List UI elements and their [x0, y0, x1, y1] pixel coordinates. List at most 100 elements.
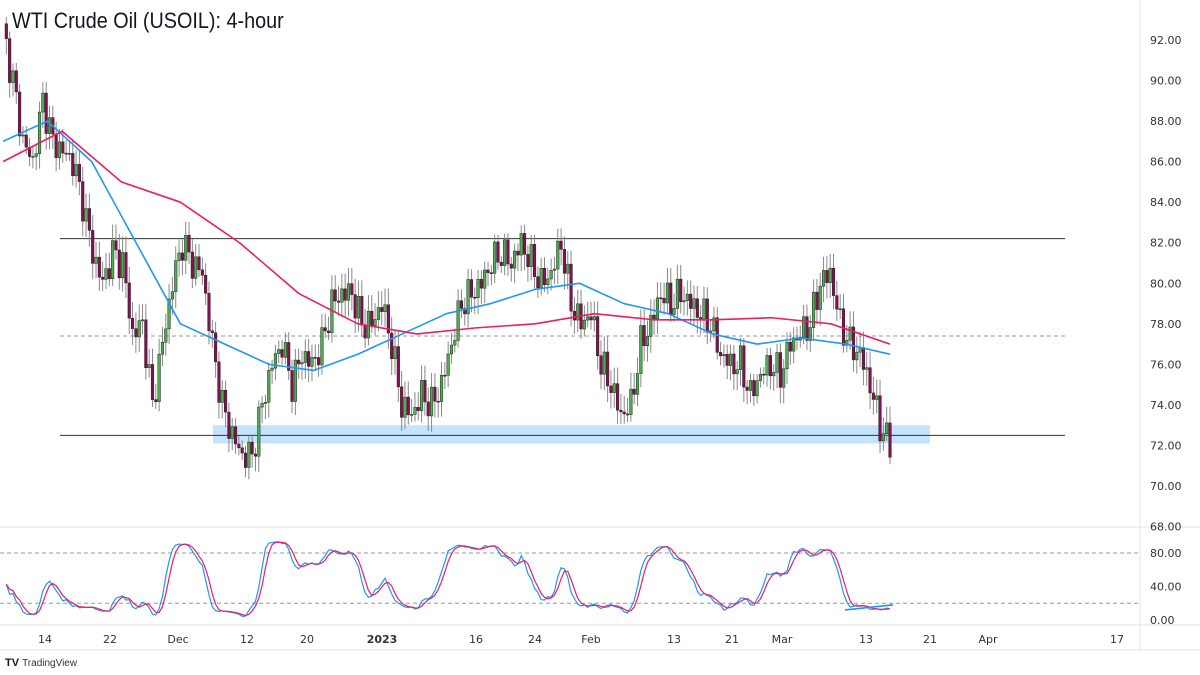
price-tick-label: 90.00 [1150, 75, 1182, 88]
candle-down [559, 240, 563, 250]
candle-down [400, 386, 404, 418]
candle-down [695, 298, 699, 318]
candle-up [645, 336, 650, 346]
candle-down [107, 268, 111, 279]
candle-up [855, 351, 859, 361]
candle-up [383, 304, 387, 312]
candle-down [54, 133, 58, 158]
candle-down [343, 288, 347, 301]
candle-down [805, 316, 809, 341]
candle-up [267, 370, 271, 403]
candle-up [283, 342, 287, 358]
candle-up [639, 325, 643, 374]
candle-up [340, 288, 344, 303]
candle-up [84, 208, 88, 222]
candle-down [24, 134, 28, 148]
candle-down [416, 407, 420, 411]
candle-down [333, 289, 337, 302]
candle-up [446, 353, 450, 376]
candle-down [496, 241, 500, 263]
candle-up [230, 426, 234, 439]
candle-up [845, 339, 849, 346]
candle-down [835, 295, 839, 310]
candle-up [47, 117, 52, 134]
candle-down [479, 278, 483, 289]
candle-down [14, 70, 18, 93]
candle-down [745, 386, 749, 391]
candle-up [838, 308, 842, 310]
candle-up [672, 308, 676, 315]
candle-up [865, 367, 869, 370]
divergence-line [844, 604, 894, 611]
price-tick-label: 80.00 [1150, 277, 1182, 290]
candle-down [473, 296, 477, 299]
candle-up [566, 263, 570, 274]
time-tick-label: 17 [1110, 633, 1124, 646]
candle-up [755, 380, 759, 397]
candle-down [210, 330, 214, 333]
candle-up [685, 293, 689, 301]
candle-down [506, 239, 510, 265]
candle-down [144, 319, 148, 368]
price-tick-label: 88.00 [1150, 115, 1182, 128]
candle-down [523, 233, 527, 255]
candle-down [127, 282, 131, 319]
time-tick-label: Feb [581, 633, 600, 646]
candle-up [320, 327, 324, 366]
support-zone [213, 425, 930, 444]
candle-up [812, 291, 816, 328]
tradingview-logo-icon: TV [5, 657, 20, 669]
candle-up [702, 298, 706, 320]
candle-down [190, 251, 194, 279]
candle-up [31, 156, 35, 158]
candle-down [253, 453, 258, 457]
candle-down [762, 373, 766, 376]
candle-up [257, 406, 261, 457]
candle-down [689, 293, 693, 309]
candle-down [652, 314, 656, 320]
candle-up [503, 239, 507, 266]
candle-down [825, 270, 829, 283]
candle-down [4, 23, 8, 39]
candle-up [586, 316, 590, 321]
candle-up [539, 268, 543, 289]
candle-up [147, 364, 151, 368]
candle-down [542, 268, 547, 286]
candle-down [532, 244, 537, 277]
candle-up [735, 369, 739, 375]
candle-down [459, 300, 463, 309]
time-tick-label: 16 [469, 633, 483, 646]
chart-title: WTI Crude Oil (USOIL): 4-hour [12, 8, 284, 33]
candle-up [765, 355, 769, 376]
price-tick-label: 86.00 [1150, 156, 1182, 169]
time-tick-label: 20 [300, 633, 314, 646]
candle-down [669, 282, 673, 315]
candle-down [536, 276, 540, 289]
candle-down [200, 269, 204, 276]
candle-down [725, 354, 729, 366]
candle-up [157, 353, 161, 402]
candle-down [114, 240, 118, 251]
candle-up [270, 367, 274, 371]
candle-down [489, 272, 493, 274]
candle-up [692, 298, 696, 309]
candle-up [160, 341, 165, 355]
candle-down [742, 345, 746, 388]
candle-down [87, 208, 91, 231]
candle-up [848, 326, 852, 341]
candle-up [293, 359, 297, 402]
candle-down [509, 263, 513, 269]
candle-down [562, 249, 566, 274]
candle-down [360, 296, 364, 326]
candle-up [655, 297, 660, 320]
candle-down [131, 317, 135, 329]
candle-up [649, 314, 653, 337]
candle-down [463, 308, 467, 315]
candle-up [170, 291, 174, 300]
candle-up [828, 268, 832, 283]
time-tick-label: Dec [167, 633, 188, 646]
time-tick-label: Apr [978, 633, 998, 646]
candle-up [881, 433, 885, 442]
candle-down [469, 279, 473, 298]
